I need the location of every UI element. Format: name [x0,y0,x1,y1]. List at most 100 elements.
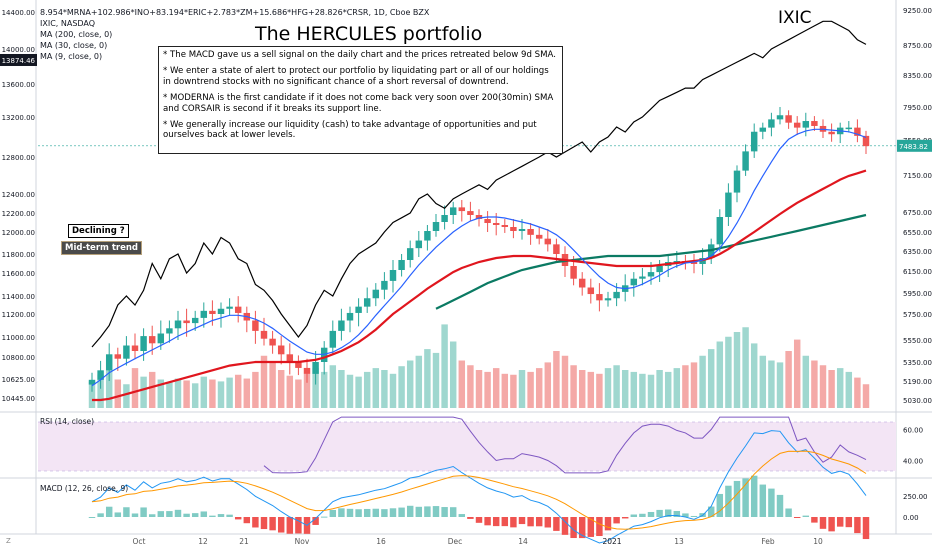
legend-symbol[interactable]: 8.954*MRNA+102.986*INO+83.194*ERIC+2.783… [40,8,430,17]
macd-axis-tick: 250.00 [903,493,928,501]
candle-body [518,229,526,231]
left-axis-tick: 11600.00 [2,270,35,278]
volume-bar [785,351,792,408]
volume-bar [441,324,448,408]
current-price-tag: 7483.82 [899,143,928,151]
candle-body [733,170,741,193]
volume-bar [105,358,113,408]
macd-histogram-bar [793,517,801,518]
macd-histogram-bar [363,508,371,517]
volume-bar [200,376,208,408]
volume-bar [174,378,182,408]
time-axis-label: 21 [239,537,249,546]
volume-bar [647,374,655,408]
volume-bar [432,352,440,408]
macd-histogram-bar [518,517,526,525]
legend-ma30[interactable]: MA (30, close, 0) [40,41,108,50]
candle-body [295,362,302,368]
volume-bar [381,370,388,408]
macd-histogram-bar [415,506,423,517]
macd-histogram-bar [157,511,165,517]
macd-histogram-bar [570,517,577,539]
volume-bar [561,355,569,408]
volume-bar [260,355,268,408]
macd-histogram-bar [759,484,767,517]
volume-bar [157,379,165,408]
volume-bar [312,368,319,408]
macd-histogram-bar [561,517,569,535]
macd-histogram-bar [123,507,130,517]
legend-ixic[interactable]: IXIC, NASDAQ [40,19,96,28]
volume-bar [183,380,190,408]
candle-body [742,151,749,171]
candle-body [776,115,784,120]
candle-body [630,278,638,286]
candle-body [441,215,448,222]
macd-histogram-bar [664,509,672,517]
left-axis-tick: 12400.00 [2,191,35,199]
macd-histogram-bar [725,485,732,517]
left-axis-tick: 10800.00 [2,354,35,362]
volume-bar [449,341,457,408]
candle-body [389,270,397,281]
candle-body [398,260,405,270]
volume-bar [140,376,147,408]
legend-ma9[interactable]: MA (9, close, 0) [40,52,103,61]
macd-histogram-bar [424,506,431,517]
macd-pane-label[interactable]: MACD (12, 26, close, 9) [40,484,129,493]
candle-body [88,379,96,385]
macd-histogram-bar [647,511,655,517]
macd-histogram-bar [312,517,319,525]
ixic-price-tag-bg [0,53,37,66]
time-axis-label: 13 [674,537,684,546]
legend-ma200[interactable]: MA (200, close, 0) [40,30,113,39]
time-axis-label: 16 [376,537,386,546]
volume-bar [621,370,629,408]
candle-body [553,244,560,254]
candle-body [424,231,431,241]
macd-histogram-bar [131,513,139,517]
macd-histogram-bar [776,494,784,517]
candle-body [415,240,423,249]
candle-body [647,272,655,277]
time-axis-label: 2021 [602,537,621,546]
volume-bar [707,349,715,408]
volume-bar [363,371,371,408]
candle-body [355,306,362,313]
candle-body [570,266,577,279]
rsi-pane-label[interactable]: RSI (14, close) [40,417,95,426]
volume-bar [346,374,354,408]
candle-body [596,294,603,301]
candle-body [484,219,491,223]
macd-histogram-bar [742,478,749,517]
left-axis-tick: 11000.00 [2,334,35,342]
macd-histogram-bar [183,513,190,517]
macd-histogram-bar [243,517,251,524]
candle-body [372,289,380,299]
volume-bar [535,368,543,408]
right-axis-tick: 6350.00 [903,248,932,256]
ma9-line [91,128,867,387]
right-axis-tick: 5350.00 [903,359,932,367]
macd-histogram-bar [828,517,835,532]
macd-histogram-bar [88,517,96,518]
volume-bar [776,362,784,408]
ma200-line [435,213,867,310]
candle-body [217,308,225,314]
candle-body [510,227,517,231]
candle-body [131,345,139,351]
volume-bar [716,341,724,408]
volume-bar [845,371,853,408]
volume-bar [217,381,225,408]
note-line-2: * We enter a state of alert to protect o… [163,66,549,87]
right-axis-tick: 7950.00 [903,104,932,112]
time-axis-label: Dec [448,537,463,546]
candle-body [828,131,835,135]
macd-histogram-bar [811,517,818,523]
macd-histogram-bar [381,509,388,517]
candle-body [811,121,818,126]
volume-bar [501,373,509,408]
candle-body [200,310,208,318]
